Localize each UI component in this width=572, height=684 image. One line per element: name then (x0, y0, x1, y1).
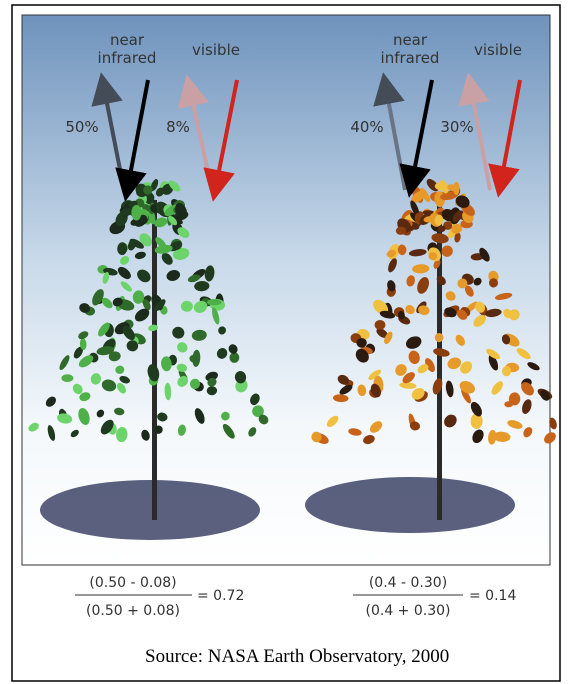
label: near (393, 31, 428, 49)
numerator: (0.4 - 0.30) (369, 575, 447, 591)
leaf (131, 205, 141, 221)
percent: 50% (65, 118, 98, 136)
shadow (40, 480, 260, 540)
trunk (437, 200, 442, 520)
leaf (61, 374, 73, 382)
label: infrared (381, 49, 440, 67)
percent: 8% (166, 118, 190, 136)
label: visible (474, 41, 522, 59)
result: = 0.14 (469, 588, 516, 604)
label: infrared (98, 49, 157, 67)
percent: 40% (350, 118, 383, 136)
label: near (110, 31, 145, 49)
shadow (305, 477, 515, 533)
label: visible (192, 41, 240, 59)
result: = 0.72 (197, 588, 244, 604)
leaf (356, 338, 366, 348)
source: Source: NASA Earth Observatory, 2000 (145, 646, 449, 667)
leaf (375, 320, 386, 330)
denominator: (0.50 + 0.08) (86, 603, 180, 619)
numerator: (0.50 - 0.08) (89, 575, 176, 591)
denominator: (0.4 + 0.30) (366, 603, 451, 619)
figure: near infrared visible 50% 8% near infrar… (0, 0, 572, 684)
page: {"left_panel": {"nir_label": ["near", "i… (0, 0, 572, 684)
percent: 30% (440, 118, 473, 136)
